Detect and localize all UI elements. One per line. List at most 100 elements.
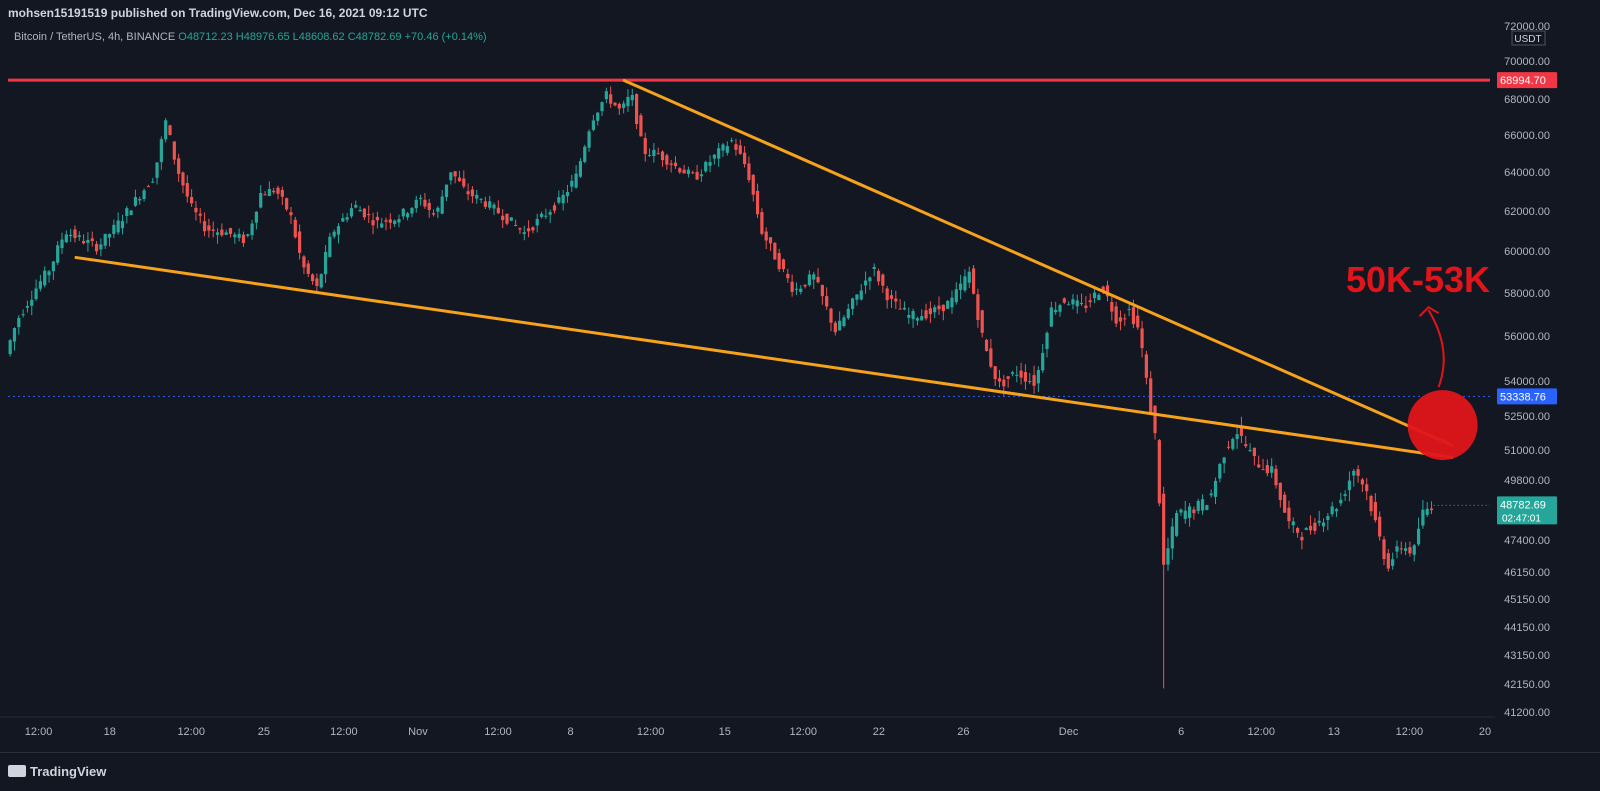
price-chart[interactable]: 50K-53K 12:00 18 12:00 25 12:00 Nov 12:00 8 12:0… (0, 0, 1600, 752)
price-tick-label: 70000.00 (1504, 56, 1550, 68)
candle-body (237, 233, 241, 238)
candle-body (99, 244, 103, 250)
candle-body (107, 234, 112, 238)
candle-body (1175, 513, 1179, 536)
candle-body (310, 274, 315, 282)
candle-body (1244, 444, 1248, 447)
ohlc-open: O48712.23 (178, 31, 233, 43)
candle-body (73, 229, 77, 239)
price-tick-label: 42150.00 (1504, 679, 1550, 691)
candle-body (51, 261, 55, 272)
candle-body (1136, 315, 1140, 328)
candle-body (43, 270, 47, 286)
candle-body (609, 94, 613, 104)
candle-body (1101, 286, 1105, 293)
candle-body (1308, 525, 1313, 531)
candle-body (1408, 547, 1412, 554)
candle-body (1339, 499, 1343, 504)
candle-body (319, 274, 323, 288)
candle-body (254, 211, 259, 223)
price-tick-label: 52500.00 (1504, 411, 1550, 423)
candle-body (989, 348, 993, 367)
candle-body (17, 317, 21, 328)
candle-body (1334, 509, 1339, 512)
candle-body (1261, 469, 1265, 471)
candle-body (285, 198, 289, 210)
candle-body (1369, 495, 1373, 512)
candle-body (142, 190, 146, 199)
candle-body (1157, 440, 1161, 504)
candle-body (1032, 375, 1036, 386)
candle-body (1187, 506, 1192, 519)
publish-info: mohsen15191519 published on TradingView.… (8, 6, 428, 20)
price-tick-label: 72000.00 (1504, 21, 1550, 33)
candle-body (993, 366, 997, 379)
candle-body (924, 310, 928, 319)
candle-body (1360, 479, 1364, 485)
candle-body (1421, 509, 1425, 526)
tradingview-logo[interactable]: TradingView (8, 764, 106, 779)
candle-body (401, 208, 405, 217)
candle-body (812, 274, 816, 280)
candle-body (509, 217, 513, 221)
candle-body (863, 280, 868, 286)
candle-body (557, 197, 561, 203)
candle-body (133, 197, 138, 206)
candle-body (1209, 493, 1213, 496)
candle-body (276, 187, 280, 194)
footer-bar: TradingView (0, 752, 1600, 791)
candle-body (673, 162, 678, 167)
candle-body (1373, 501, 1377, 521)
candle-body (622, 103, 626, 108)
candle-body (259, 192, 263, 208)
candle-body (1283, 494, 1287, 513)
candle-body (103, 233, 107, 246)
candle-body (976, 294, 980, 320)
time-tick-label: 12:00 (790, 726, 818, 738)
candle-body (194, 207, 198, 213)
candle-body (267, 188, 271, 196)
candle-body (851, 298, 855, 309)
candle-body (915, 318, 920, 321)
candle-body (315, 278, 319, 286)
price-tick-label: 68000.00 (1504, 94, 1550, 106)
candle-body (47, 271, 51, 276)
candle-body (1019, 370, 1023, 378)
candle-body (492, 204, 496, 209)
candle-body (207, 225, 211, 231)
candle-body (764, 231, 768, 241)
currency-box (1511, 30, 1546, 46)
time-tick-label: 12:00 (25, 726, 53, 738)
candle-body (211, 229, 215, 231)
candle-body (483, 201, 487, 207)
upper-trendline (622, 78, 1454, 447)
candle-body (531, 227, 535, 231)
candle-body (738, 145, 742, 154)
candle-body (1416, 528, 1421, 545)
candle-body (971, 268, 976, 294)
time-tick-label: 12:00 (177, 726, 205, 738)
candle-body (1028, 381, 1032, 383)
candle-body (829, 308, 833, 323)
candle-body (1140, 328, 1144, 349)
chart-overlays: 50K-53K (8, 78, 1490, 506)
time-tick-label: Dec (1059, 726, 1079, 738)
candle-body (1196, 500, 1200, 511)
candle-body (1088, 300, 1092, 303)
candle-body (462, 178, 466, 187)
time-axis: 12:00 18 12:00 25 12:00 Nov 12:00 8 12:00 15 12:00… (0, 716, 1600, 738)
candle-body (1058, 305, 1062, 312)
time-tick-label: 12:00 (637, 726, 665, 738)
candle-body (371, 220, 375, 226)
candle-body (1326, 515, 1330, 520)
price-tick-label: 64000.00 (1504, 167, 1550, 179)
price-tick-label: 41200.00 (1504, 707, 1550, 719)
candle-body (548, 212, 552, 215)
candle-body (695, 171, 699, 180)
candle-body (479, 198, 483, 200)
candle-body (1118, 317, 1123, 322)
candle-body (1105, 285, 1110, 297)
candle-body (21, 314, 25, 316)
candle-body (1265, 465, 1269, 474)
candle-body (90, 238, 94, 241)
